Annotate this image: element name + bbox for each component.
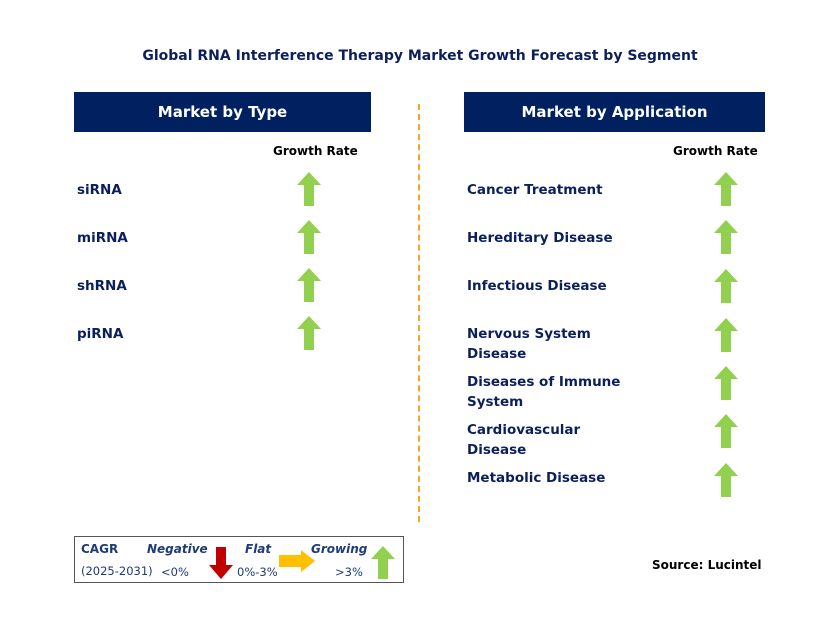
growing-arrow-icon <box>297 268 321 302</box>
right-arrow-icon <box>279 550 315 572</box>
legend-negative: Negative <box>147 542 208 556</box>
growing-arrow-icon <box>714 220 738 254</box>
application-item-label: Cardiovascular Disease <box>467 422 581 458</box>
legend-growing-range: >3% <box>335 565 363 579</box>
type-item-label: miRNA <box>77 230 128 246</box>
legend-cagr: CAGR <box>81 542 119 556</box>
type-item-label: shRNA <box>77 278 127 294</box>
application-item-label: Metabolic Disease <box>467 470 606 486</box>
growing-arrow-icon <box>714 366 738 400</box>
application-item-label: Infectious Disease <box>467 278 607 294</box>
legend-growing: Growing <box>311 542 368 556</box>
type-item-label: piRNA <box>77 326 124 342</box>
up-arrow-icon <box>371 546 395 579</box>
application-item-label: Cancer Treatment <box>467 182 603 198</box>
legend-flat: Flat <box>245 542 272 556</box>
growing-arrow-icon <box>714 318 738 352</box>
type-header: Market by Type <box>74 92 371 132</box>
legend: CAGR (2025-2031) Negative <0% Flat 0%-3%… <box>74 536 404 583</box>
growing-arrow-icon <box>714 463 738 497</box>
application-growth-rate-label: Growth Rate <box>673 144 758 158</box>
source-label: Source: Lucintel <box>652 558 762 572</box>
application-item-label: Diseases of Immune System <box>467 374 621 410</box>
legend-negative-range: <0% <box>161 565 189 579</box>
type-growth-rate-label: Growth Rate <box>273 144 358 158</box>
growing-arrow-icon <box>714 172 738 206</box>
down-arrow-icon <box>209 547 233 579</box>
growing-arrow-icon <box>297 220 321 254</box>
growing-arrow-icon <box>714 269 738 303</box>
growing-arrow-icon <box>297 172 321 206</box>
divider <box>418 104 420 522</box>
application-item-label: Nervous System Disease <box>467 326 591 362</box>
growing-arrow-icon <box>714 414 738 448</box>
growing-arrow-icon <box>297 316 321 350</box>
chart-title: Global RNA Interference Therapy Market G… <box>142 48 698 64</box>
application-header: Market by Application <box>464 92 765 132</box>
application-item-label: Hereditary Disease <box>467 230 613 246</box>
legend-period: (2025-2031) <box>81 564 153 578</box>
type-item-label: siRNA <box>77 182 122 198</box>
legend-flat-range: 0%-3% <box>237 565 278 579</box>
